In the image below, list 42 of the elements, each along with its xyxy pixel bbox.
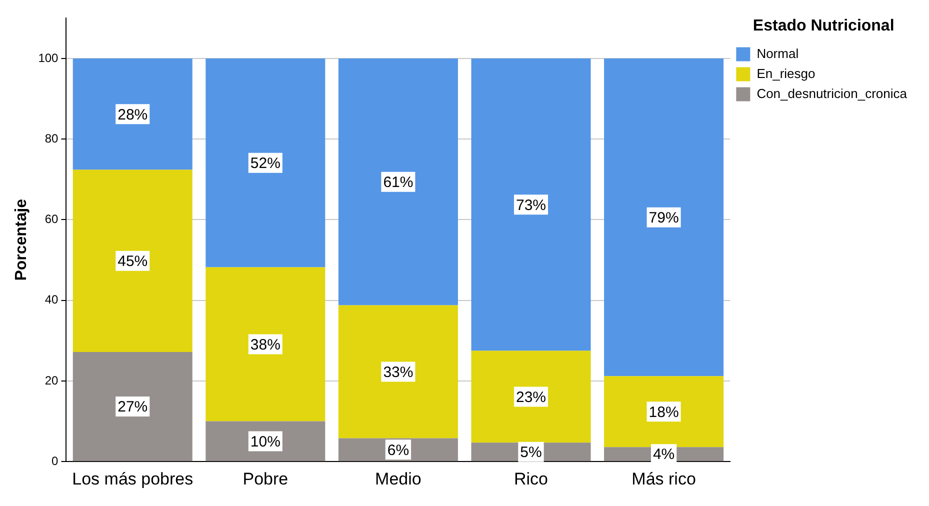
data-label: 23% bbox=[516, 388, 546, 406]
y-tick-label: 80 bbox=[44, 131, 59, 146]
data-label: 61% bbox=[383, 174, 414, 191]
bar bbox=[604, 376, 724, 448]
x-tick-label: Pobre bbox=[242, 469, 288, 488]
y-tick-label: 20 bbox=[44, 373, 59, 388]
bar bbox=[471, 58, 591, 351]
data-label: 6% bbox=[387, 442, 410, 459]
data-label: 38% bbox=[250, 336, 280, 354]
legend-label: Con_desnutricion_cronica bbox=[756, 86, 908, 101]
data-label: 33% bbox=[383, 364, 414, 381]
y-tick-label: 100 bbox=[38, 50, 59, 65]
bar bbox=[206, 267, 326, 422]
x-tick-label: Rico bbox=[514, 469, 548, 488]
bar bbox=[72, 170, 192, 352]
legend-title: Estado Nutricional bbox=[752, 17, 894, 34]
legend-label: En_riesgo bbox=[756, 66, 816, 81]
y-tick-label: 60 bbox=[44, 212, 59, 226]
x-tick-label: Los más pobres bbox=[72, 469, 194, 488]
x-tick-label: Más rico bbox=[632, 469, 696, 488]
bar bbox=[72, 352, 192, 462]
legend-label: Normal bbox=[756, 46, 799, 61]
data-label: 4% bbox=[652, 446, 675, 464]
y-tick-label: 40 bbox=[44, 292, 59, 307]
bar bbox=[604, 58, 724, 376]
data-label: 5% bbox=[520, 444, 542, 462]
y-tick-label: 0 bbox=[52, 454, 59, 468]
data-label: 27% bbox=[118, 398, 148, 416]
data-label: 79% bbox=[648, 209, 679, 226]
data-label: 28% bbox=[118, 106, 148, 124]
data-label: 73% bbox=[516, 196, 546, 214]
bar bbox=[206, 58, 326, 268]
bar bbox=[72, 58, 192, 170]
y-axis-title: Porcentaje bbox=[13, 198, 30, 281]
x-tick-label: Medio bbox=[375, 469, 422, 488]
bar bbox=[338, 58, 458, 306]
data-label: 18% bbox=[648, 404, 679, 421]
bar bbox=[338, 305, 458, 438]
data-label: 45% bbox=[118, 253, 148, 270]
data-label: 10% bbox=[250, 433, 280, 450]
bar bbox=[471, 350, 591, 443]
data-label: 52% bbox=[250, 155, 280, 172]
